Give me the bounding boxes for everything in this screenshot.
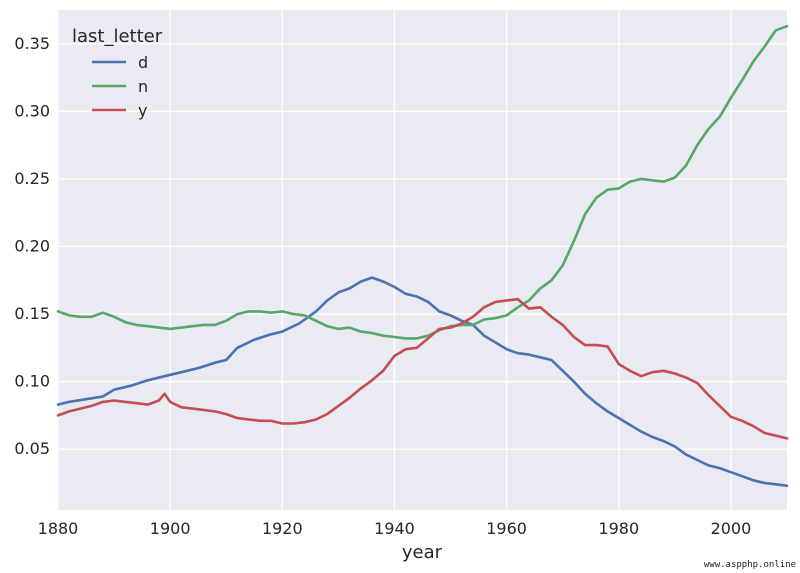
x-axis-label: year	[402, 542, 443, 563]
series-lines	[56, 24, 789, 488]
y-tick-label: 0.30	[14, 101, 50, 120]
series-line-n	[56, 24, 789, 340]
series-line-y	[56, 297, 789, 440]
series-line-d	[56, 276, 789, 488]
plot-background	[58, 10, 787, 510]
y-tick-label: 0.35	[14, 34, 50, 53]
legend-label-y: y	[138, 101, 147, 120]
x-axis-ticks: 1880 1900 1920 1940 1960 1980 2000	[38, 519, 752, 538]
legend-title: last_letter	[72, 26, 163, 47]
legend-label-d: d	[138, 53, 148, 72]
x-tick-label: 1960	[486, 519, 527, 538]
grid-lines	[57, 10, 787, 510]
x-tick-label: 1900	[150, 519, 191, 538]
y-tick-label: 0.20	[14, 236, 50, 255]
x-tick-label: 1940	[374, 519, 415, 538]
x-tick-label: 2000	[711, 519, 752, 538]
x-tick-label: 1980	[598, 519, 639, 538]
y-axis-ticks: 0.05 0.10 0.15 0.20 0.25 0.30 0.35	[14, 34, 50, 458]
x-tick-label: 1920	[262, 519, 303, 538]
y-tick-label: 0.25	[14, 169, 50, 188]
legend-label-n: n	[138, 77, 148, 96]
y-tick-label: 0.10	[14, 372, 50, 391]
y-tick-label: 0.05	[14, 439, 50, 458]
y-tick-label: 0.15	[14, 304, 50, 323]
x-tick-label: 1880	[38, 519, 79, 538]
watermark-text: www.aspphp.online	[703, 560, 796, 570]
legend: last_letter dny	[72, 26, 163, 120]
